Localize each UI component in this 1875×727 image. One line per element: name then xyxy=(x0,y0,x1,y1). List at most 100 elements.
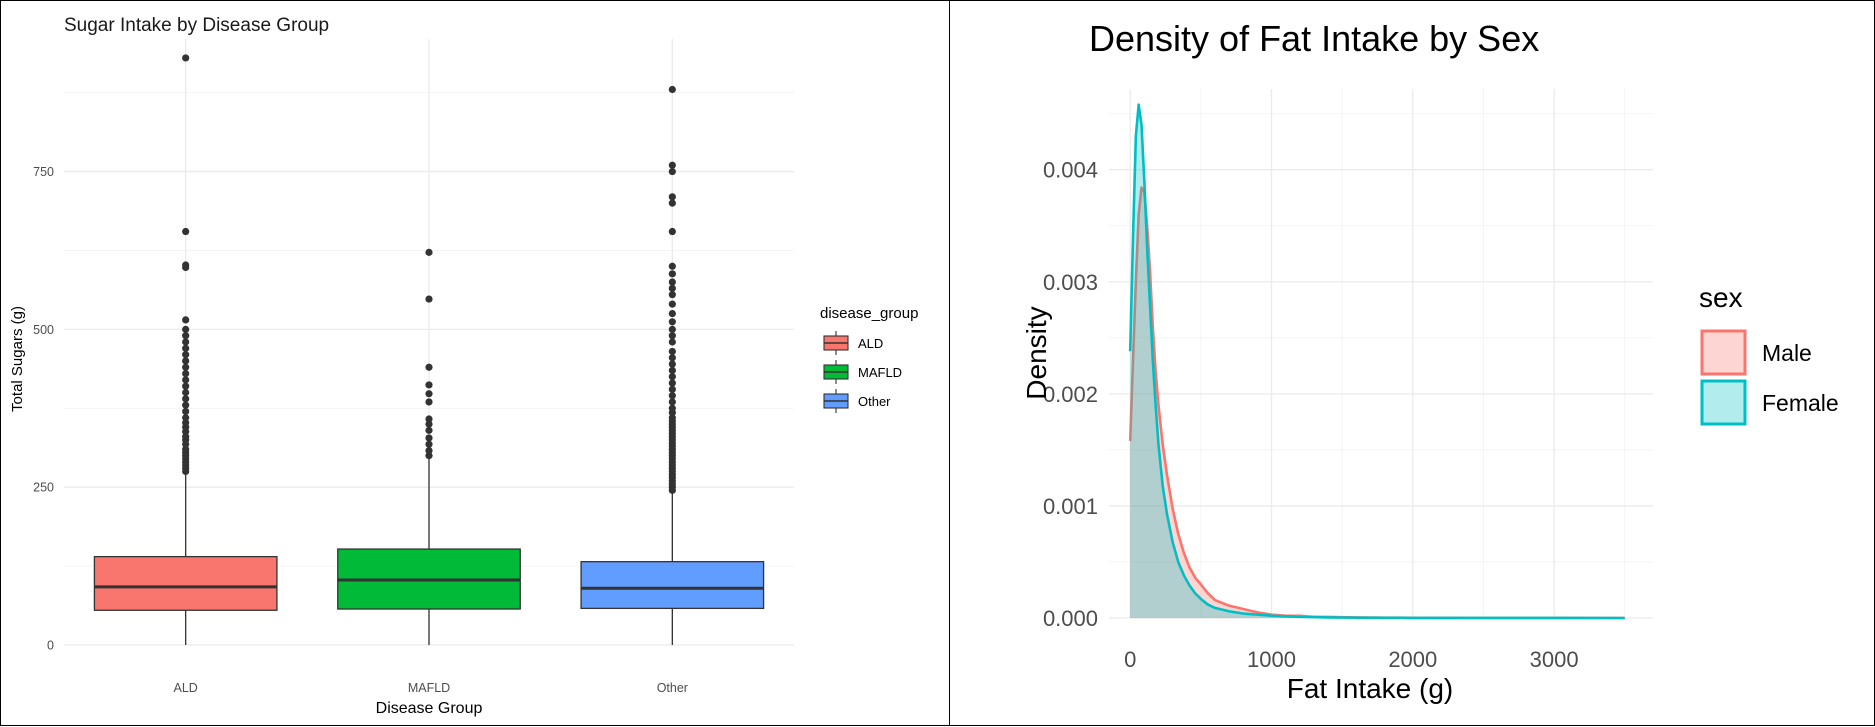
box-outlier-point xyxy=(668,161,676,169)
boxplot-legend-item-other: Other xyxy=(823,389,891,413)
box-outlier-point xyxy=(668,379,676,387)
density-axes: 0.000 0.001 0.002 0.003 0.004 0 1000 2000 3000 xyxy=(1043,158,1579,672)
density-y-tick-label: 0.003 xyxy=(1043,270,1098,295)
box-outlier-point xyxy=(668,227,676,236)
box-outlier-point xyxy=(425,295,433,303)
boxplot-legend-item-ald: ALD xyxy=(823,331,883,355)
box-outlier-point xyxy=(668,300,676,308)
density-area-female xyxy=(1130,104,1625,618)
box-outlier-point xyxy=(668,385,676,393)
boxplot-legend-label: Other xyxy=(858,394,891,409)
box-outlier-point xyxy=(182,388,190,397)
density-legend-title: sex xyxy=(1699,282,1743,313)
box-outlier-point xyxy=(182,325,190,333)
box-outlier-point xyxy=(182,419,190,427)
boxplot-legend-label: MAFLD xyxy=(858,365,902,380)
box-outlier-point xyxy=(182,433,190,441)
box-outlier-point xyxy=(425,248,433,256)
box-outlier-point xyxy=(668,332,676,340)
density-series-female xyxy=(1128,103,1625,620)
box-outlier-point xyxy=(182,332,190,340)
box-outlier-point xyxy=(182,54,190,62)
box-other xyxy=(580,85,765,645)
box-outlier-point xyxy=(182,376,190,384)
box-body xyxy=(580,561,765,610)
density-legend-label: Male xyxy=(1762,340,1812,366)
density-x-tick-label: 2000 xyxy=(1388,647,1437,672)
density-y-tick-label: 0.004 xyxy=(1043,158,1098,183)
density-x-tick-label: 3000 xyxy=(1530,647,1579,672)
boxplot-legend-label: ALD xyxy=(858,336,883,351)
density-y-tick-label: 0.002 xyxy=(1043,382,1098,407)
boxplot-x-axis-label: Disease Group xyxy=(376,700,483,717)
box-outlier-point xyxy=(182,407,190,416)
box-outlier-point xyxy=(668,398,676,406)
box-ald xyxy=(93,54,278,645)
box-outlier-point xyxy=(668,325,676,333)
box-outlier-point xyxy=(425,452,433,460)
density-y-axis-label: Density xyxy=(1021,306,1052,399)
density-chart: 0.000 0.001 0.002 0.003 0.004 0 1000 2000 3000 D… xyxy=(1021,18,1839,704)
boxplot-legend-item-mafld: MAFLD xyxy=(823,360,902,384)
box-outlier-point xyxy=(182,401,190,409)
box-outlier-point xyxy=(668,193,676,201)
box-outlier-point xyxy=(425,446,433,455)
box-outlier-point xyxy=(182,316,190,324)
density-x-tick-label: 0 xyxy=(1124,647,1136,672)
box-outlier-point xyxy=(182,227,190,236)
boxplot-x-tick-label: MAFLD xyxy=(408,681,450,695)
boxplot-panel: 0 250 500 750 ALD MAFLD Other Sugar Intake by … xyxy=(0,0,950,726)
box-outlier-point xyxy=(425,415,433,423)
box-outlier-point xyxy=(182,382,190,390)
box-outlier-point xyxy=(668,347,676,356)
density-marks xyxy=(1128,103,1625,620)
box-outlier-point xyxy=(182,369,190,378)
box-outlier-point xyxy=(182,445,190,453)
box-outlier-point xyxy=(668,284,676,292)
box-outlier-point xyxy=(425,420,433,428)
box-outlier-point xyxy=(668,360,676,368)
boxplot-y-tick-label: 500 xyxy=(33,323,54,337)
box-outlier-point xyxy=(668,291,676,299)
box-outlier-point xyxy=(182,395,190,403)
box-outlier-point xyxy=(668,414,676,422)
box-outlier-point xyxy=(425,440,433,448)
box-outlier-point xyxy=(425,381,433,389)
box-body xyxy=(93,555,278,611)
boxplot-axes: 0 250 500 750 ALD MAFLD Other xyxy=(33,165,688,695)
box-outlier-point xyxy=(182,261,190,269)
boxplot-x-tick-label: ALD xyxy=(174,681,198,695)
box-outlier-point xyxy=(182,357,190,365)
box-outlier-point xyxy=(182,351,190,359)
boxplot-y-tick-label: 750 xyxy=(33,165,54,179)
box-outlier-point xyxy=(668,354,676,362)
box-outlier-point xyxy=(668,366,676,375)
density-panel: 0.000 0.001 0.002 0.003 0.004 0 1000 2000 3000 D… xyxy=(949,0,1875,726)
box-outlier-point xyxy=(425,398,433,406)
boxplot-chart: 0 250 500 750 ALD MAFLD Other Sugar Intake by … xyxy=(9,15,918,717)
density-legend-item-male: Male xyxy=(1700,329,1812,376)
box-outlier-point xyxy=(668,404,676,412)
boxplot-legend: disease_group ALD MAFLD Other xyxy=(820,305,918,413)
density-legend-label: Female xyxy=(1762,390,1839,416)
density-line-female xyxy=(1128,103,1625,620)
box-outlier-point xyxy=(668,392,676,400)
box-outlier-point xyxy=(425,426,433,434)
box-outlier-point xyxy=(668,270,676,278)
box-outlier-point xyxy=(668,373,676,381)
density-gridlines xyxy=(1109,89,1653,619)
box-outlier-point xyxy=(668,262,676,270)
density-legend-swatch xyxy=(1700,379,1747,426)
box-outlier-point xyxy=(425,434,433,442)
box-outlier-point xyxy=(425,390,433,398)
box-mafld xyxy=(337,248,521,645)
boxplot-title: Sugar Intake by Disease Group xyxy=(64,15,329,36)
boxplot-y-tick-label: 0 xyxy=(47,639,54,653)
box-outlier-point xyxy=(668,278,676,286)
density-y-tick-label: 0.000 xyxy=(1043,606,1098,631)
density-series-male xyxy=(1128,186,1625,620)
box-outlier-point xyxy=(182,414,190,422)
box-outlier-point xyxy=(182,338,190,346)
density-legend: sex Male Female xyxy=(1699,282,1839,426)
